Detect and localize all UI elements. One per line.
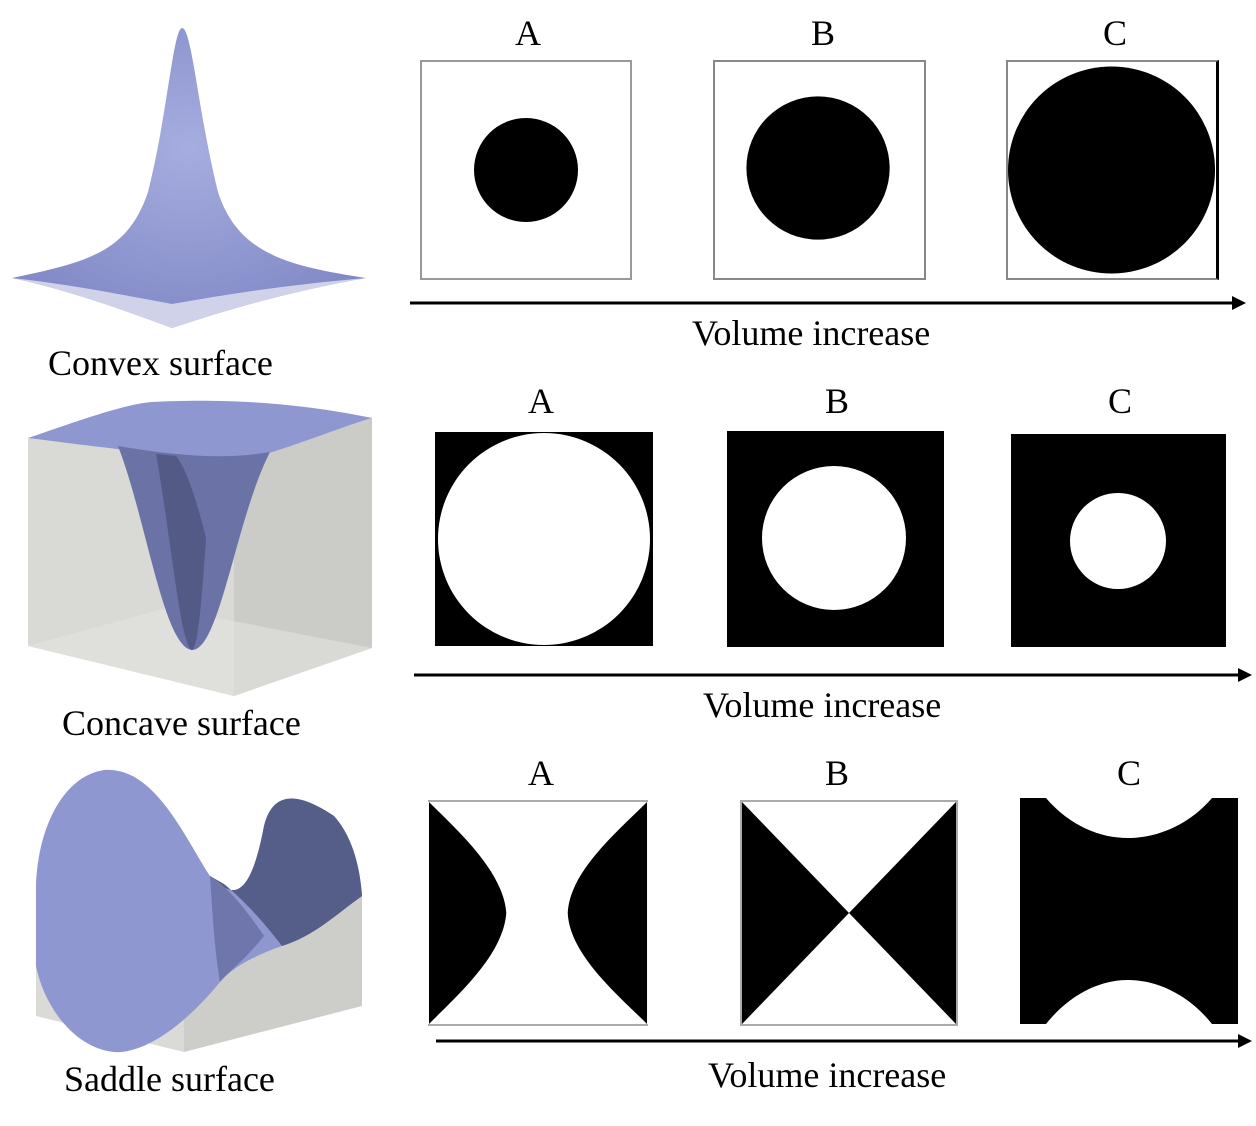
concave-label-a: A: [528, 381, 554, 421]
concave-label-c: C: [1107, 381, 1132, 421]
saddle-panel-b: [740, 800, 958, 1026]
saddle-axis-label: Volume increase: [708, 1055, 947, 1095]
concave-volume-arrow: [414, 668, 1252, 682]
saddle-label-a: A: [528, 753, 554, 793]
convex-volume-arrow: [410, 296, 1246, 310]
concave-surface-render: [26, 398, 376, 698]
concave-panel-c: [1011, 434, 1226, 647]
convex-axis-label: Volume increase: [692, 313, 931, 353]
concave-label-b: B: [824, 381, 849, 421]
convex-surface-render: [8, 22, 370, 334]
convex-surface-caption: Convex surface: [48, 343, 273, 383]
saddle-label-c: C: [1116, 753, 1141, 793]
convex-label-a: A: [515, 13, 541, 53]
saddle-surface-caption: Saddle surface: [64, 1059, 275, 1099]
saddle-panel-a: [428, 800, 648, 1026]
convex-panel-c: [1006, 60, 1219, 280]
concave-surface-caption: Concave surface: [62, 703, 301, 743]
saddle-surface-render: [34, 766, 364, 1056]
concave-axis-label: Volume increase: [703, 685, 942, 725]
saddle-panel-c: [1020, 798, 1238, 1024]
convex-label-b: B: [810, 13, 835, 53]
convex-panel-a: [420, 60, 632, 280]
convex-label-c: C: [1102, 13, 1127, 53]
concave-panel-b: [727, 431, 944, 647]
convex-panel-b: [713, 60, 926, 280]
concave-panel-a: [435, 432, 653, 646]
saddle-volume-arrow: [436, 1034, 1252, 1048]
saddle-label-b: B: [824, 753, 849, 793]
